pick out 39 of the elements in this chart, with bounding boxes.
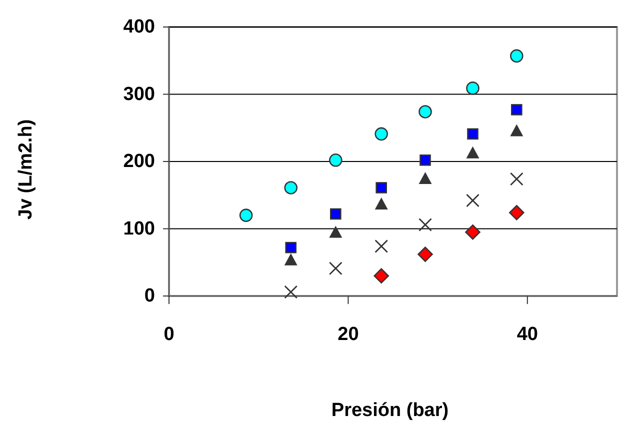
point bbox=[374, 198, 388, 210]
point bbox=[511, 104, 522, 116]
point bbox=[510, 172, 524, 186]
y-tick-label: 0 bbox=[144, 286, 155, 306]
point bbox=[374, 240, 388, 253]
y-axis-title: Jv (L/m2.h) bbox=[16, 119, 36, 220]
x-tick-label: 40 bbox=[516, 324, 538, 345]
y-tick-label: 100 bbox=[123, 218, 155, 240]
point bbox=[420, 154, 431, 166]
point bbox=[418, 218, 432, 232]
point bbox=[418, 172, 432, 184]
point bbox=[284, 285, 298, 299]
point bbox=[328, 262, 342, 276]
x-tick-label: 0 bbox=[164, 324, 174, 345]
point bbox=[466, 194, 480, 208]
x-axis-title: Presión (bar) bbox=[331, 400, 449, 421]
point bbox=[510, 124, 524, 136]
point bbox=[329, 226, 342, 238]
point bbox=[239, 208, 253, 222]
point bbox=[466, 146, 480, 158]
point bbox=[330, 208, 342, 220]
point bbox=[467, 128, 478, 140]
point bbox=[284, 253, 298, 266]
point bbox=[376, 182, 387, 194]
y-tick-label: 300 bbox=[123, 84, 155, 105]
x-tick-label: 20 bbox=[338, 324, 359, 345]
point bbox=[374, 127, 388, 141]
point bbox=[284, 181, 298, 194]
point bbox=[285, 242, 297, 254]
point bbox=[466, 82, 480, 95]
point bbox=[465, 224, 480, 240]
point bbox=[509, 204, 524, 220]
point bbox=[418, 246, 433, 262]
point bbox=[418, 105, 432, 118]
point bbox=[510, 49, 524, 63]
point bbox=[329, 154, 342, 167]
point bbox=[374, 268, 389, 284]
y-tick-label: 200 bbox=[123, 151, 155, 172]
y-tick-label: 400 bbox=[123, 16, 155, 38]
